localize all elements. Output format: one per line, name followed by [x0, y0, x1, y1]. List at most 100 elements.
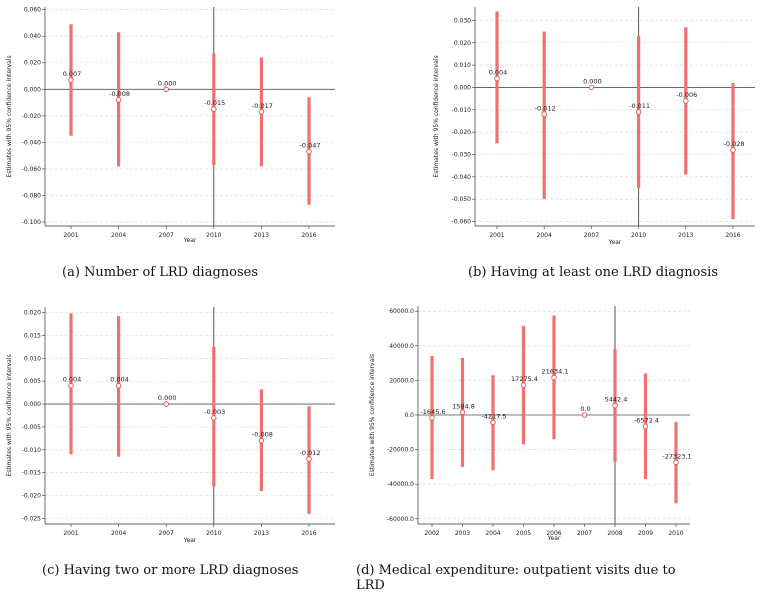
estimate-label: -0.015: [204, 99, 225, 107]
y-tick-label: 0.000: [24, 401, 41, 408]
x-axis-title: Year: [183, 537, 197, 544]
x-tick-label: 2007: [584, 232, 599, 239]
y-tick-label: -0.040: [452, 174, 472, 181]
chart-panel-3: 0.020 0.015 0.010 0.005 0.000 -0.005 -0.010 -0.…: [6, 307, 335, 578]
y-tick-label: -0.010: [452, 107, 472, 114]
y-tick-label: 0.030: [454, 17, 471, 24]
estimate-label: -0.008: [252, 431, 273, 439]
estimate-label: -0.047: [300, 142, 321, 150]
estimate-marker: [163, 86, 169, 93]
x-tick-label: 2005: [516, 530, 531, 537]
estimate-label: -0.006: [676, 91, 697, 99]
y-tick-label: -0.080: [22, 192, 42, 199]
estimate-label: 0.0: [580, 405, 590, 413]
estimate-marker: [429, 415, 435, 421]
x-tick-label: 2013: [254, 232, 269, 239]
chart-panel-1: 0.060 0.040 0.020 0.000 -0.020 -0.040 -0.060 -0…: [6, 7, 335, 280]
x-tick-label: 2010: [206, 232, 221, 239]
panel-caption: (a) Number of LRD diagnoses: [62, 265, 258, 280]
y-tick-label: -0.020: [22, 113, 42, 120]
y-tick-label: 0.000: [24, 86, 41, 93]
chart-panel-4: 60000.0 40000.0 20000.0 0.0 -20000.0 -40000.0…: [356, 306, 692, 592]
y-tick-label: 20000.0: [389, 377, 414, 384]
estimate-label: 21634.1: [542, 368, 569, 376]
x-tick-label: 2007: [159, 530, 174, 537]
x-tick-label: 2016: [301, 530, 316, 537]
estimate-marker: [612, 402, 618, 409]
y-tick-label: -0.040: [22, 139, 42, 146]
y-tick-label: 0.020: [24, 60, 41, 67]
y-tick-label: 0.015: [24, 332, 41, 339]
x-tick-label: 2003: [455, 530, 470, 537]
y-tick-label: 0.000: [454, 84, 471, 91]
y-tick-label: -0.005: [22, 424, 42, 431]
estimate-marker: [258, 437, 265, 444]
y-tick-label: -60000.0: [387, 516, 414, 523]
y-axis-title: Estimates with 95% confidence intervals: [433, 55, 440, 177]
estimate-label: -6572.4: [634, 416, 659, 424]
estimate-marker: [541, 111, 547, 118]
estimate-label: 0.004: [110, 376, 129, 384]
estimate-label: -0.012: [300, 449, 321, 457]
x-tick-label: 2006: [546, 530, 561, 537]
estimate-label: 0.000: [158, 79, 177, 87]
y-tick-label: -0.060: [452, 219, 472, 226]
estimate-label: -1645.6: [420, 408, 445, 416]
y-tick-label: 0.020: [24, 309, 41, 316]
estimate-marker: [211, 415, 217, 421]
estimate-marker: [211, 106, 217, 112]
estimate-marker: [494, 75, 500, 82]
y-tick-label: -0.020: [452, 129, 472, 136]
x-tick-label: 2013: [254, 530, 269, 537]
estimate-label: -0.028: [724, 140, 745, 148]
estimate-marker: [730, 147, 736, 153]
estimate-label: -0.017: [252, 102, 273, 110]
estimate-marker: [581, 412, 588, 418]
estimate-label: -0.012: [535, 104, 556, 112]
y-tick-label: -0.020: [22, 493, 42, 500]
y-tick-label: -0.010: [22, 447, 42, 454]
x-tick-label: 2010: [206, 530, 221, 537]
x-tick-label: 2004: [537, 232, 552, 239]
estimate-marker: [68, 382, 74, 389]
y-axis-title: Estimates with 95% confidence intervals: [6, 55, 13, 177]
y-tick-label: -0.025: [22, 516, 42, 523]
x-tick-label: 2004: [111, 232, 126, 239]
panel-caption: (c) Having two or more LRD diagnoses: [42, 563, 298, 578]
estimate-label: 0.000: [158, 394, 177, 402]
estimate-marker: [588, 84, 595, 91]
x-tick-label: 2004: [111, 530, 126, 537]
panel-caption: (b) Having at least one LRD diagnosis: [468, 265, 718, 280]
x-tick-label: 2013: [678, 232, 693, 239]
estimate-marker: [673, 459, 679, 466]
y-tick-label: 0.020: [454, 40, 471, 47]
x-tick-label: 2016: [725, 232, 740, 239]
panel-caption: (d) Medical expenditure: outpatient visi…: [356, 563, 676, 592]
x-tick-label: 2004: [485, 530, 500, 537]
estimate-label: 5442.4: [605, 396, 628, 404]
estimate-marker: [115, 382, 122, 389]
x-tick-label: 2001: [63, 232, 78, 239]
estimate-marker: [68, 77, 74, 83]
y-tick-label: 0.005: [24, 378, 41, 385]
y-tick-label: -0.100: [22, 219, 42, 226]
estimate-marker: [306, 456, 312, 462]
estimate-marker: [520, 382, 527, 388]
estimate-label: 0.004: [489, 69, 508, 77]
estimate-marker: [459, 409, 466, 416]
y-axis-title: Estimates with 95% confidence intervals: [6, 354, 13, 476]
estimate-label: 0.000: [583, 77, 602, 85]
caption-line-1: (d) Medical expenditure: outpatient visi…: [356, 563, 676, 578]
x-tick-label: 2010: [668, 530, 683, 537]
x-tick-label: 2010: [631, 232, 646, 239]
x-tick-label: 2001: [489, 232, 504, 239]
estimate-marker: [642, 423, 649, 430]
y-tick-label: 0.060: [24, 7, 41, 14]
x-tick-label: 2007: [159, 232, 174, 239]
y-tick-label: 40000.0: [389, 343, 414, 350]
x-tick-label: 2002: [424, 530, 439, 537]
x-tick-label: 2001: [63, 530, 78, 537]
estimate-label: 17275.4: [511, 375, 538, 383]
y-tick-label: 60000.0: [389, 308, 414, 315]
